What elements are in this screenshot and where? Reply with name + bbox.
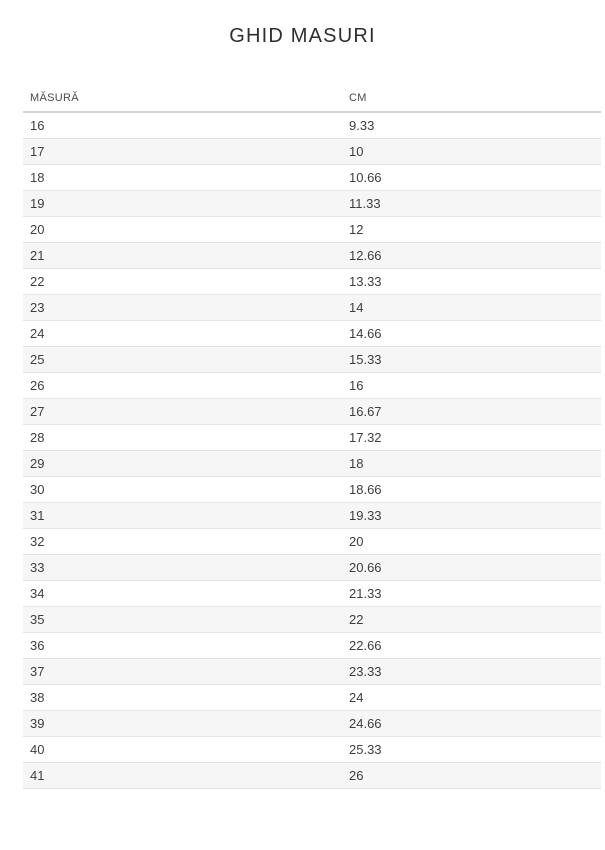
size-cell: 40: [23, 736, 342, 763]
table-body: 16 9.33 17 10 18 10.66 19 11.33 20 12 21 12.66 22 13.…: [23, 112, 601, 789]
table-row: 18 10.66: [23, 164, 601, 191]
table-row: 17 10: [23, 138, 601, 165]
size-cell: 21: [23, 242, 342, 269]
cm-cell: 11.33: [342, 190, 601, 217]
cm-cell: 10: [342, 138, 601, 165]
size-cell: 24: [23, 320, 342, 347]
size-cell: 29: [23, 450, 342, 477]
table-row: 28 17.32: [23, 424, 601, 451]
table-row: 24 14.66: [23, 320, 601, 347]
table-row: 34 21.33: [23, 580, 601, 607]
cm-cell: 19.33: [342, 502, 601, 529]
table-row: 40 25.33: [23, 736, 601, 763]
size-cell: 20: [23, 216, 342, 243]
size-cell: 30: [23, 476, 342, 503]
table-row: 21 12.66: [23, 242, 601, 269]
cm-cell: 22: [342, 606, 601, 633]
table-row: 38 24: [23, 684, 601, 711]
size-cell: 27: [23, 398, 342, 425]
size-guide-page: GHID MASURI MĂSURĂ CM 16 9.33 17 10 18 10.66 1…: [0, 24, 605, 789]
cm-cell: 20: [342, 528, 601, 555]
table-row: 25 15.33: [23, 346, 601, 373]
size-cell: 32: [23, 528, 342, 555]
table-row: 19 11.33: [23, 190, 601, 217]
size-cell: 35: [23, 606, 342, 633]
size-cell: 34: [23, 580, 342, 607]
cm-cell: 9.33: [342, 112, 601, 139]
size-cell: 19: [23, 190, 342, 217]
cm-cell: 14.66: [342, 320, 601, 347]
table-row: 32 20: [23, 528, 601, 555]
cm-cell: 10.66: [342, 164, 601, 191]
table-row: 36 22.66: [23, 632, 601, 659]
cm-cell: 12.66: [342, 242, 601, 269]
cm-cell: 13.33: [342, 268, 601, 295]
table-row: 20 12: [23, 216, 601, 243]
table-row: 29 18: [23, 450, 601, 477]
size-cell: 17: [23, 138, 342, 165]
cm-cell: 12: [342, 216, 601, 243]
page-title: GHID MASURI: [229, 25, 376, 47]
table-row: 22 13.33: [23, 268, 601, 295]
size-cell: 26: [23, 372, 342, 399]
cm-cell: 22.66: [342, 632, 601, 659]
table-header-row: MĂSURĂ CM: [23, 92, 601, 113]
cm-cell: 17.32: [342, 424, 601, 451]
cm-cell: 20.66: [342, 554, 601, 581]
size-cell: 28: [23, 424, 342, 451]
table-header: MĂSURĂ CM: [23, 92, 601, 113]
cm-cell: 24.66: [342, 710, 601, 737]
column-header-cm: CM: [342, 92, 601, 113]
table-row: 39 24.66: [23, 710, 601, 737]
table-row: 37 23.33: [23, 658, 601, 685]
cm-cell: 16: [342, 372, 601, 399]
size-cell: 37: [23, 658, 342, 685]
size-cell: 41: [23, 762, 342, 789]
size-cell: 36: [23, 632, 342, 659]
table-row: 16 9.33: [23, 112, 601, 139]
cm-cell: 18: [342, 450, 601, 477]
size-cell: 39: [23, 710, 342, 737]
size-cell: 23: [23, 294, 342, 321]
cm-cell: 14: [342, 294, 601, 321]
cm-cell: 18.66: [342, 476, 601, 503]
table-row: 41 26: [23, 762, 601, 789]
size-cell: 18: [23, 164, 342, 191]
table-row: 23 14: [23, 294, 601, 321]
size-guide-table: MĂSURĂ CM 16 9.33 17 10 18 10.66 19 11.33 20 12 21…: [23, 92, 601, 789]
table-row: 27 16.67: [23, 398, 601, 425]
table-row: 33 20.66: [23, 554, 601, 581]
cm-cell: 15.33: [342, 346, 601, 373]
column-header-masura: MĂSURĂ: [23, 92, 342, 113]
table-row: 30 18.66: [23, 476, 601, 503]
cm-cell: 16.67: [342, 398, 601, 425]
cm-cell: 25.33: [342, 736, 601, 763]
cm-cell: 26: [342, 762, 601, 789]
size-cell: 22: [23, 268, 342, 295]
size-cell: 16: [23, 112, 342, 139]
cm-cell: 23.33: [342, 658, 601, 685]
table-row: 35 22: [23, 606, 601, 633]
table-row: 26 16: [23, 372, 601, 399]
size-cell: 33: [23, 554, 342, 581]
size-cell: 38: [23, 684, 342, 711]
table-row: 31 19.33: [23, 502, 601, 529]
cm-cell: 21.33: [342, 580, 601, 607]
size-cell: 31: [23, 502, 342, 529]
cm-cell: 24: [342, 684, 601, 711]
size-cell: 25: [23, 346, 342, 373]
